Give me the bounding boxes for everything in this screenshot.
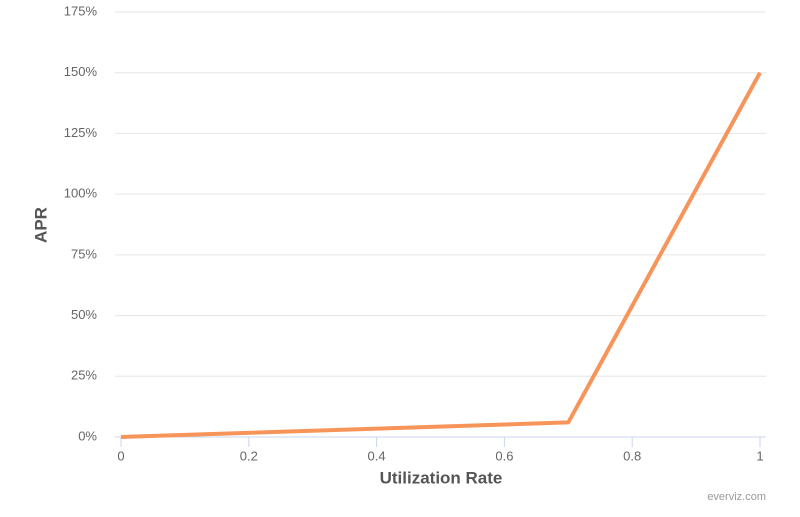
x-tick-label: 0.8 xyxy=(623,448,641,463)
x-tick-label: 0.4 xyxy=(368,448,386,463)
data-line xyxy=(120,71,762,439)
y-tick-label: 150% xyxy=(64,64,98,79)
credits: everviz.com xyxy=(707,491,766,503)
y-tick-label: 0% xyxy=(78,428,97,443)
y-tick-label: 75% xyxy=(71,246,97,261)
x-tick-label: 0 xyxy=(117,448,124,463)
x-tick-label: 0.2 xyxy=(240,448,258,463)
y-axis-title: APR xyxy=(31,207,50,243)
x-axis-title: Utilization Rate xyxy=(380,468,503,487)
x-tick-label: 1 xyxy=(756,448,763,463)
y-tick-label: 100% xyxy=(64,186,98,201)
y-tick-label: 125% xyxy=(64,125,98,140)
y-tick-label: 50% xyxy=(71,307,97,322)
y-tick-label: 25% xyxy=(71,368,97,383)
x-tick-label: 0.6 xyxy=(495,448,513,463)
y-tick-label: 175% xyxy=(64,3,98,18)
